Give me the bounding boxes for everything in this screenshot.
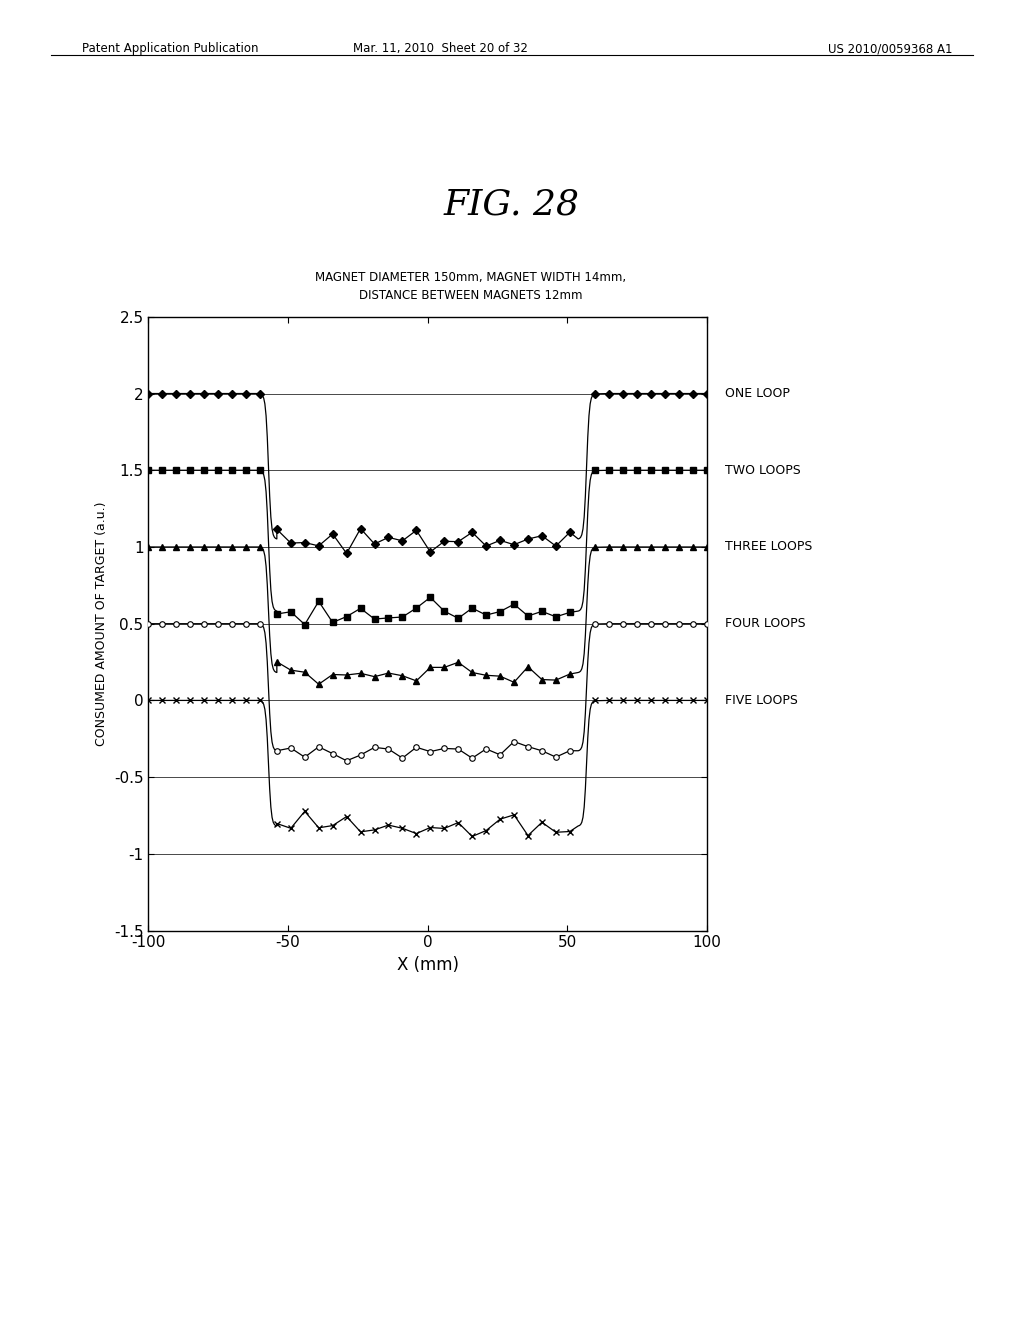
Text: THREE LOOPS: THREE LOOPS — [725, 540, 812, 553]
Text: ONE LOOP: ONE LOOP — [725, 387, 790, 400]
Text: DISTANCE BETWEEN MAGNETS 12mm: DISTANCE BETWEEN MAGNETS 12mm — [359, 289, 583, 302]
X-axis label: X (mm): X (mm) — [396, 956, 459, 974]
Text: FIG. 28: FIG. 28 — [444, 187, 580, 222]
Text: TWO LOOPS: TWO LOOPS — [725, 463, 801, 477]
Text: FOUR LOOPS: FOUR LOOPS — [725, 618, 806, 630]
Text: FIVE LOOPS: FIVE LOOPS — [725, 694, 798, 708]
Y-axis label: CONSUMED AMOUNT OF TARGET (a.u.): CONSUMED AMOUNT OF TARGET (a.u.) — [95, 502, 109, 746]
Text: Mar. 11, 2010  Sheet 20 of 32: Mar. 11, 2010 Sheet 20 of 32 — [353, 42, 527, 55]
Text: Patent Application Publication: Patent Application Publication — [82, 42, 258, 55]
Text: US 2010/0059368 A1: US 2010/0059368 A1 — [827, 42, 952, 55]
Text: MAGNET DIAMETER 150mm, MAGNET WIDTH 14mm,: MAGNET DIAMETER 150mm, MAGNET WIDTH 14mm… — [315, 271, 627, 284]
